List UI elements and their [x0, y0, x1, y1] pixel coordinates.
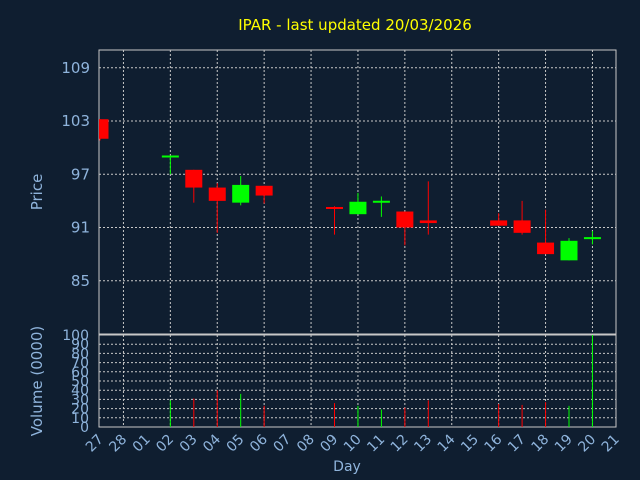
- candle: [326, 206, 343, 235]
- day-tick-label: 06: [247, 431, 271, 455]
- candle-body: [255, 185, 273, 196]
- price-tick-label: 103: [61, 112, 90, 130]
- candle: [99, 119, 109, 141]
- candle: [372, 196, 390, 217]
- price-axis: 85 91 97 103 109: [61, 59, 90, 290]
- candle-body: [208, 187, 226, 201]
- candle-body: [537, 242, 555, 255]
- candle: [396, 211, 414, 246]
- volume-bars: [169, 335, 593, 427]
- candle-body: [490, 220, 508, 226]
- candle: [513, 200, 531, 235]
- candle: [560, 238, 578, 261]
- day-tick-label: 03: [177, 432, 201, 456]
- price-tick-label: 85: [71, 272, 90, 290]
- price-tick-label: 91: [71, 219, 90, 237]
- price-axis-label: Price: [28, 174, 46, 211]
- day-tick-label: 14: [435, 431, 459, 455]
- candle: [208, 183, 226, 233]
- chart-title: IPAR - last updated 20/03/2026: [238, 16, 472, 34]
- price-candles: [99, 119, 601, 261]
- candle-body: [99, 119, 109, 139]
- candle: [537, 209, 555, 255]
- candle: [185, 169, 203, 203]
- volume-tick-label: 0: [80, 420, 89, 436]
- day-tick-label: 08: [294, 432, 318, 456]
- day-tick-label: 17: [505, 432, 529, 456]
- volume-tick-label: 50: [71, 374, 89, 390]
- candle: [161, 155, 179, 175]
- volume-tick-label: 40: [71, 383, 89, 399]
- candle-body: [349, 201, 367, 215]
- candle: [490, 213, 508, 226]
- volume-tick-label: 30: [71, 392, 89, 408]
- volume-tick-label: 70: [71, 356, 89, 372]
- candle-body: [513, 220, 531, 233]
- day-tick-label: 21: [599, 432, 623, 456]
- day-tick-label: 10: [341, 432, 365, 456]
- day-tick-label: 19: [552, 432, 576, 456]
- day-tick-label: 05: [224, 432, 248, 456]
- candle-body: [560, 240, 578, 261]
- day-tick-label: 11: [364, 432, 388, 456]
- volume-tick-label: 100: [62, 328, 89, 344]
- day-tick-label: 01: [130, 432, 154, 456]
- day-tick-label: 02: [153, 432, 177, 456]
- day-tick-label: 07: [271, 432, 295, 456]
- price-tick-label: 109: [61, 59, 90, 77]
- candle-body: [185, 169, 203, 188]
- volume-tick-label: 10: [71, 411, 89, 427]
- candle: [232, 176, 250, 206]
- day-tick-label: 13: [411, 432, 435, 456]
- day-axis-label: Day: [333, 459, 361, 475]
- day-tick-label: 04: [200, 431, 224, 455]
- day-tick-label: 09: [317, 432, 341, 456]
- candle: [255, 185, 273, 204]
- day-tick-label: 16: [482, 431, 506, 455]
- candle: [349, 192, 367, 215]
- day-tick-label: 15: [458, 432, 482, 456]
- grid-lines: [99, 50, 616, 428]
- candle: [419, 181, 437, 235]
- candle-body: [232, 184, 250, 203]
- day-tick-label: 12: [388, 432, 412, 456]
- volume-tick-label: 90: [71, 337, 89, 353]
- candle: [583, 231, 601, 245]
- day-tick-label: 18: [528, 432, 552, 456]
- volume-axis-label: Volume (0000): [28, 326, 46, 436]
- volume-tick-label: 20: [71, 402, 89, 418]
- candle-body: [419, 220, 437, 224]
- volume-tick-label: 60: [71, 365, 89, 381]
- day-tick-label: 20: [575, 432, 599, 456]
- day-tick-label: 28: [106, 432, 130, 456]
- day-axis: 27 28 01 02 03 04 05 06 07 08 09 10 11 12 13 14 15 16 17 18…: [83, 431, 623, 455]
- price-tick-label: 97: [71, 165, 90, 183]
- volume-tick-label: 80: [71, 346, 89, 362]
- candle-body: [396, 211, 414, 228]
